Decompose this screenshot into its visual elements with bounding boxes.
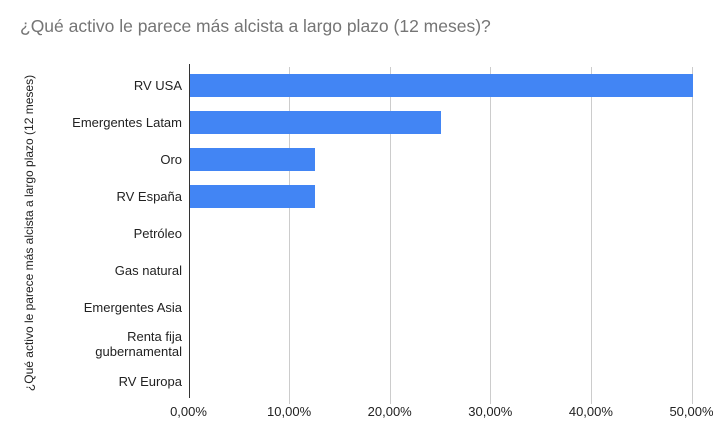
gridline bbox=[590, 66, 592, 404]
category-label: Emergentes Asia bbox=[83, 299, 182, 315]
category-label: RV USA bbox=[133, 77, 182, 93]
category-label: Renta fija gubernamental bbox=[95, 329, 182, 359]
bar bbox=[189, 73, 693, 97]
category-label: Oro bbox=[160, 151, 182, 167]
category-label: Emergentes Latam bbox=[72, 114, 182, 130]
gridline bbox=[289, 66, 291, 404]
gridline bbox=[490, 66, 492, 404]
plot-area bbox=[188, 63, 693, 404]
gridline bbox=[389, 66, 391, 404]
category-label: RV Europa bbox=[118, 373, 182, 389]
x-tick-label: 20,00% bbox=[367, 404, 412, 419]
chart-title: ¿Qué activo le parece más alcista a larg… bbox=[20, 16, 491, 36]
bar bbox=[189, 147, 316, 171]
x-tick-label: 10,00% bbox=[267, 404, 312, 419]
category-label: Gas natural bbox=[114, 262, 182, 278]
x-tick-label: 50,00% bbox=[669, 404, 713, 419]
y-axis-title: ¿Qué activo le parece más alcista a larg… bbox=[22, 74, 36, 392]
gridline bbox=[691, 66, 693, 404]
x-tick-label: 40,00% bbox=[568, 404, 613, 419]
axis-baseline bbox=[188, 63, 190, 398]
category-label: RV España bbox=[116, 188, 182, 204]
category-label: Petróleo bbox=[133, 225, 182, 241]
bar bbox=[189, 184, 316, 208]
x-tick-label: 0,00% bbox=[170, 404, 207, 419]
bar bbox=[189, 110, 441, 134]
x-tick-label: 30,00% bbox=[468, 404, 513, 419]
